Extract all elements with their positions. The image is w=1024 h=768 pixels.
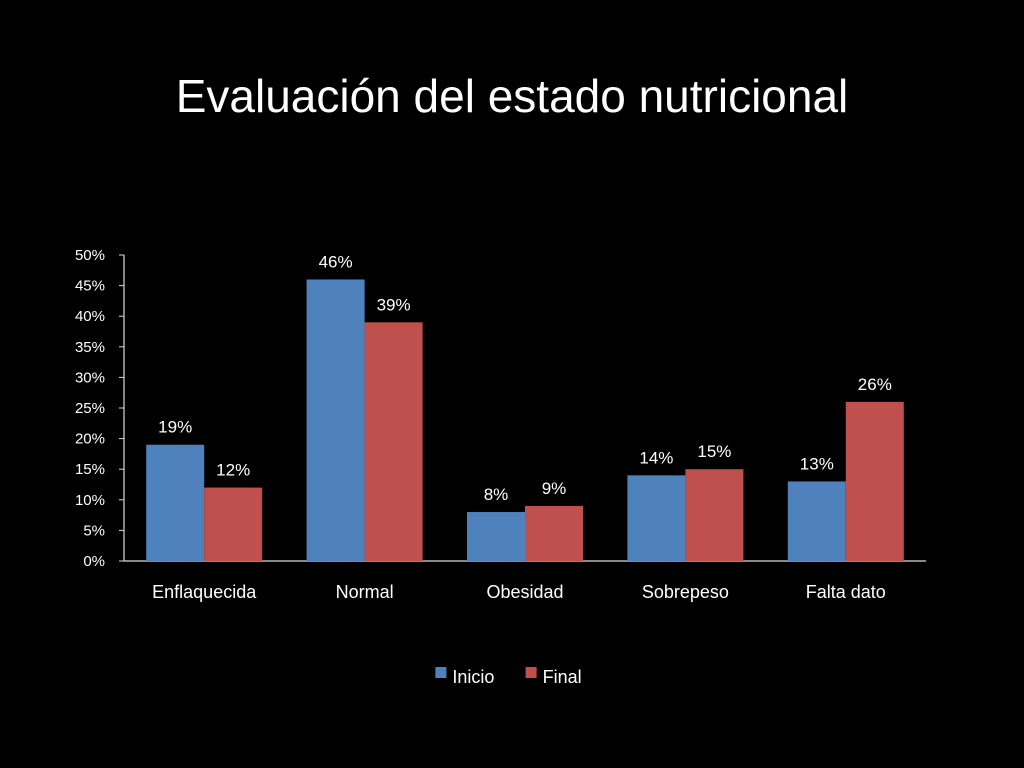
x-category-label: Sobrepeso — [642, 582, 729, 602]
x-category-label: Enflaquecida — [152, 582, 257, 602]
data-label: 46% — [319, 252, 353, 271]
y-tick-label: 5% — [83, 522, 105, 539]
legend-swatch-inicio — [435, 667, 447, 678]
legend: Inicio Final — [435, 667, 582, 687]
x-axis: Enflaquecida Normal Obesidad Sobrepeso Falta… — [124, 560, 926, 602]
data-label: 12% — [216, 461, 250, 480]
data-label: 8% — [484, 485, 509, 504]
y-tick-label: 50% — [75, 247, 105, 264]
y-tick-label: 35% — [75, 339, 105, 356]
bar-inicio — [146, 444, 205, 561]
bar-final — [204, 487, 263, 561]
y-tick-label: 0% — [83, 553, 105, 570]
slide-title: Evaluación del estado nutricional — [175, 70, 849, 122]
x-category-label: Normal — [336, 582, 394, 602]
bar-inicio — [467, 512, 525, 561]
y-axis: 0% 5% 10% 15% 20% 25% 30% 35% 40% 45% 50% — [75, 247, 125, 570]
legend-label: Final — [543, 667, 582, 687]
bar-inicio — [787, 481, 846, 561]
data-label: 39% — [377, 295, 411, 314]
bars: 19% 12% 46% 39% 8% 9% 14% 15% 13% 26% — [146, 252, 904, 561]
y-tick-label: 25% — [75, 400, 105, 417]
data-label: 19% — [158, 418, 192, 437]
y-tick-label: 15% — [75, 461, 105, 478]
data-label: 13% — [800, 454, 834, 473]
data-label: 14% — [639, 448, 673, 467]
bar-inicio — [627, 475, 686, 561]
legend-label: Inicio — [452, 667, 494, 687]
x-category-label: Obesidad — [486, 582, 563, 602]
legend-swatch-final — [525, 667, 537, 678]
y-tick-label: 20% — [75, 431, 105, 448]
data-label: 9% — [542, 479, 567, 498]
y-tick-label: 45% — [75, 278, 105, 295]
data-label: 26% — [858, 375, 892, 394]
y-tick-label: 10% — [75, 492, 105, 509]
bar-final — [364, 322, 423, 561]
bar-final — [845, 401, 904, 561]
y-tick-label: 40% — [75, 308, 105, 325]
x-category-label: Falta dato — [806, 582, 886, 602]
bar-final — [685, 469, 744, 561]
y-tick-label: 30% — [75, 369, 105, 386]
bar-final — [525, 505, 583, 561]
bar-inicio — [306, 279, 365, 561]
data-label: 15% — [697, 442, 731, 461]
